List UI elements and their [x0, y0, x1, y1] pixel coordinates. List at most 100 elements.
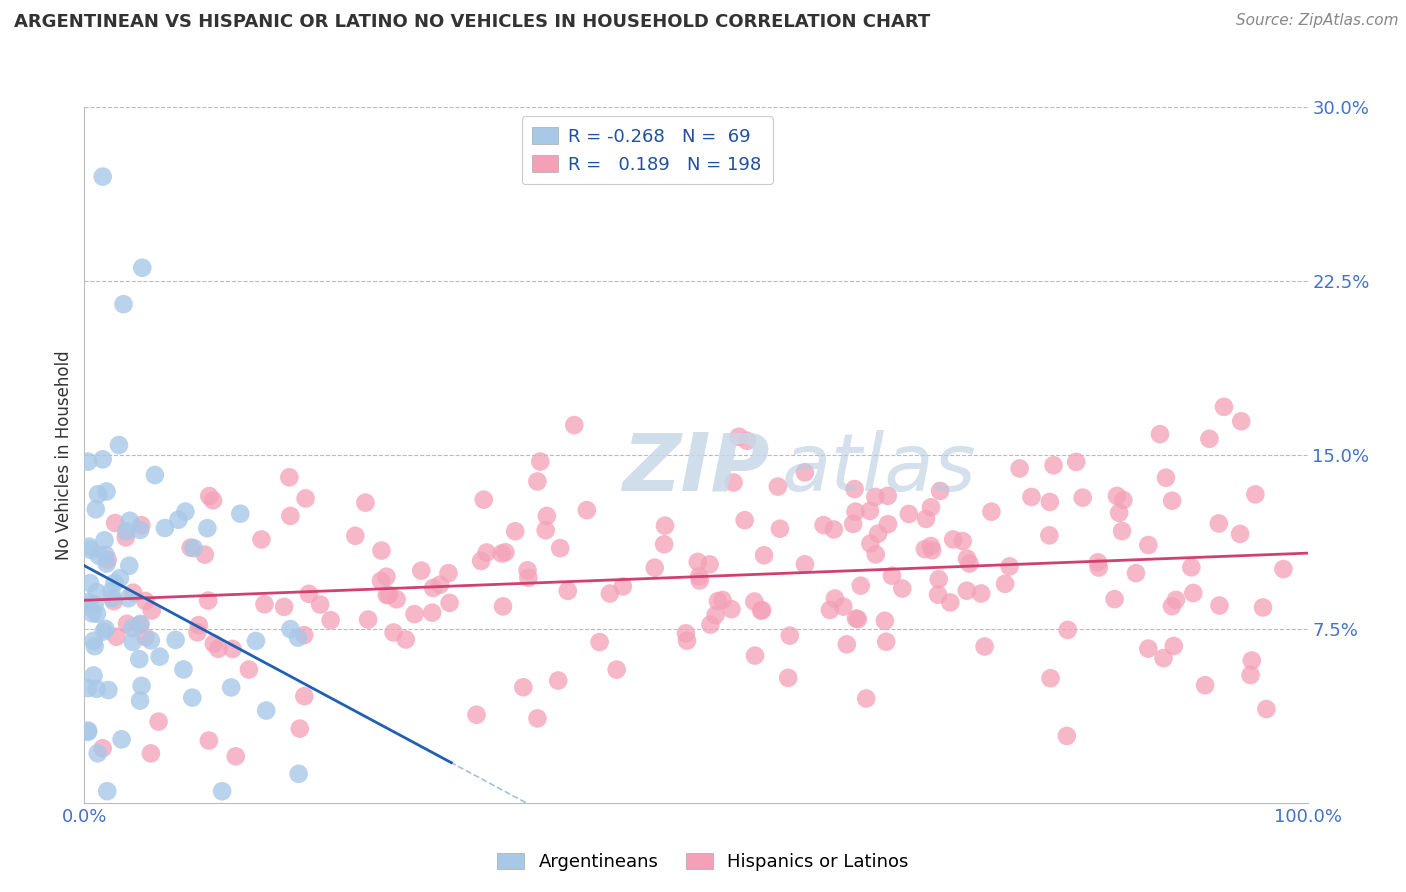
Point	[202, 637, 225, 651]
Point	[180, 541, 202, 555]
Point	[94, 548, 117, 562]
Text: ARGENTINEAN VS HISPANIC OR LATINO NO VEHICLES IN HOUSEHOLD CORRELATION CHART: ARGENTINEAN VS HISPANIC OR LATINO NO VEH…	[14, 13, 931, 31]
Point	[920, 500, 942, 515]
Point	[83, 598, 105, 612]
Point	[526, 711, 548, 725]
Point	[207, 641, 229, 656]
Point	[143, 468, 166, 483]
Point	[378, 588, 401, 602]
Point	[1230, 414, 1253, 428]
Point	[287, 631, 309, 645]
Point	[1163, 639, 1185, 653]
Point	[292, 628, 315, 642]
Point	[420, 606, 443, 620]
Point	[1087, 555, 1109, 569]
Point	[219, 681, 242, 695]
Point	[187, 618, 209, 632]
Point	[118, 558, 141, 573]
Point	[77, 681, 100, 695]
Point	[77, 599, 100, 613]
Point	[294, 491, 316, 506]
Point	[91, 452, 114, 467]
Point	[344, 529, 367, 543]
Point	[131, 679, 153, 693]
Point	[139, 747, 162, 761]
Point	[749, 604, 772, 618]
Point	[1071, 491, 1094, 505]
Point	[778, 671, 800, 685]
Point	[1064, 455, 1087, 469]
Point	[699, 617, 721, 632]
Point	[86, 681, 108, 696]
Point	[82, 607, 104, 621]
Point	[165, 632, 187, 647]
Point	[927, 588, 949, 602]
Point	[86, 607, 108, 621]
Point	[654, 518, 676, 533]
Point	[181, 690, 204, 705]
Point	[354, 495, 377, 509]
Point	[110, 732, 132, 747]
Legend: R = -0.268   N =  69, R =   0.189   N = 198: R = -0.268 N = 69, R = 0.189 N = 198	[522, 116, 772, 185]
Point	[842, 516, 865, 531]
Point	[939, 595, 962, 609]
Point	[153, 521, 176, 535]
Point	[1154, 471, 1177, 485]
Point	[221, 642, 243, 657]
Point	[689, 574, 711, 588]
Point	[557, 583, 579, 598]
Point	[1208, 516, 1230, 531]
Point	[1161, 599, 1184, 614]
Point	[1105, 489, 1128, 503]
Point	[1137, 641, 1160, 656]
Point	[491, 547, 513, 561]
Point	[832, 599, 855, 614]
Point	[382, 625, 405, 640]
Point	[375, 588, 398, 602]
Point	[824, 591, 846, 606]
Point	[77, 455, 100, 469]
Point	[1198, 432, 1220, 446]
Point	[470, 554, 492, 568]
Point	[370, 574, 392, 588]
Point	[103, 594, 125, 608]
Point	[1038, 528, 1060, 542]
Point	[835, 637, 858, 651]
Point	[517, 571, 540, 585]
Point	[198, 489, 221, 503]
Point	[77, 725, 100, 739]
Point	[512, 680, 534, 694]
Point	[131, 518, 153, 533]
Point	[516, 563, 538, 577]
Point	[675, 626, 697, 640]
Point	[96, 484, 118, 499]
Point	[1149, 427, 1171, 442]
Point	[823, 523, 845, 537]
Point	[868, 526, 890, 541]
Point	[766, 479, 789, 493]
Point	[309, 598, 332, 612]
Point	[93, 533, 115, 548]
Point	[167, 513, 190, 527]
Point	[1244, 487, 1267, 501]
Point	[1039, 671, 1062, 685]
Point	[129, 523, 152, 537]
Point	[1087, 560, 1109, 574]
Point	[973, 640, 995, 654]
Point	[194, 548, 217, 562]
Point	[117, 591, 139, 606]
Point	[1125, 566, 1147, 581]
Point	[652, 537, 675, 551]
Point	[534, 523, 557, 537]
Point	[370, 543, 392, 558]
Point	[956, 551, 979, 566]
Point	[1111, 524, 1133, 538]
Point	[100, 584, 122, 599]
Point	[292, 689, 315, 703]
Point	[1161, 493, 1184, 508]
Point	[115, 616, 138, 631]
Point	[1056, 729, 1078, 743]
Point	[287, 767, 309, 781]
Point	[121, 621, 143, 635]
Point	[472, 492, 495, 507]
